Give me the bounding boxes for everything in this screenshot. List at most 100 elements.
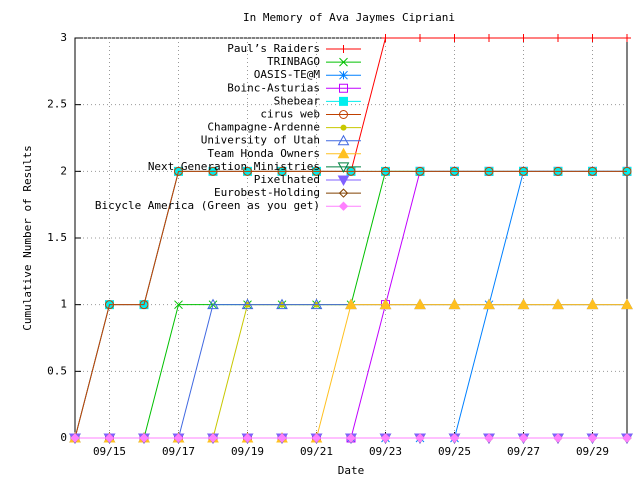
- point: [622, 166, 632, 176]
- legend-marker: [337, 147, 350, 159]
- point: [517, 298, 530, 310]
- point: [450, 34, 459, 42]
- point: [414, 298, 426, 310]
- point: [519, 34, 528, 42]
- point: [484, 166, 494, 176]
- point: [139, 300, 149, 310]
- legend-label: Bicycle America (Green as you get): [95, 199, 320, 212]
- y-tick-label: 0: [60, 431, 67, 444]
- legend-label: Champagne-Ardenne: [207, 121, 320, 134]
- point: [622, 433, 632, 443]
- point: [346, 433, 356, 443]
- point: [621, 298, 633, 310]
- x-tick-label: 09/23: [369, 445, 402, 458]
- point: [381, 166, 390, 176]
- point: [519, 166, 528, 176]
- y-tick-label: 1: [60, 298, 67, 311]
- legend-label: OASIS-TE@M: [254, 68, 321, 81]
- legend-marker: [339, 96, 348, 106]
- point: [588, 34, 597, 42]
- point: [586, 298, 599, 310]
- point: [484, 433, 494, 443]
- legend-marker: [340, 124, 347, 131]
- chart-title: In Memory of Ava Jaymes Cipriani: [243, 11, 455, 24]
- legend-marker: [338, 188, 349, 198]
- point: [105, 300, 114, 310]
- point: [449, 433, 460, 443]
- point: [139, 433, 149, 443]
- point: [243, 166, 252, 176]
- point: [483, 298, 495, 310]
- point: [241, 298, 254, 310]
- point: [310, 298, 323, 310]
- legend-marker: [339, 110, 348, 119]
- y-tick-label: 2: [60, 164, 67, 177]
- legend-marker: [339, 45, 348, 53]
- x-tick-label: 09/21: [300, 445, 333, 458]
- point: [174, 166, 183, 176]
- point: [379, 298, 392, 310]
- legend-label: cirus web: [260, 108, 320, 121]
- point: [415, 166, 425, 176]
- point: [587, 433, 598, 443]
- y-tick-label: 1.5: [47, 231, 67, 244]
- point: [415, 433, 425, 443]
- x-tick-label: 09/17: [162, 445, 195, 458]
- x-tick-label: 09/15: [93, 445, 126, 458]
- point: [553, 433, 563, 443]
- point: [277, 166, 287, 176]
- y-tick-label: 0.5: [47, 364, 67, 377]
- legend-label: Shebear: [274, 94, 321, 107]
- legend-marker: [337, 175, 350, 187]
- point: [312, 166, 321, 176]
- legend-label: Pixelhated: [254, 173, 320, 186]
- legend-label: Next Generation Ministries: [148, 160, 320, 173]
- point: [276, 298, 288, 310]
- point: [380, 433, 391, 443]
- point: [553, 166, 563, 176]
- point: [554, 34, 562, 42]
- legend-marker: [337, 162, 350, 173]
- legend-label: TRINBAGO: [267, 55, 320, 68]
- legend-marker: [339, 70, 348, 80]
- point: [448, 298, 461, 310]
- point: [277, 433, 287, 443]
- x-tick-label: 09/25: [438, 445, 471, 458]
- legend-label: Eurobest-Holding: [214, 186, 320, 199]
- point: [623, 34, 631, 42]
- point: [311, 433, 322, 443]
- legend-marker: [338, 201, 349, 211]
- legend-label: University of Utah: [201, 134, 320, 147]
- point: [588, 166, 597, 176]
- point: [70, 433, 80, 443]
- point: [416, 34, 424, 42]
- x-tick-label: 09/27: [507, 445, 540, 458]
- point: [552, 298, 564, 310]
- legend-label: Paul’s Raiders: [227, 42, 320, 55]
- point: [173, 433, 184, 443]
- legend-marker: [339, 57, 348, 67]
- point: [208, 166, 218, 176]
- series-line: [74, 170, 627, 439]
- legend-label: Team Honda Owners: [207, 147, 320, 160]
- x-tick-label: 09/19: [231, 445, 264, 458]
- point: [208, 433, 218, 443]
- y-axis-label: Cumulative Number of Results: [21, 145, 34, 330]
- point: [207, 298, 219, 310]
- x-tick-label: 09/29: [576, 445, 609, 458]
- point: [450, 166, 459, 176]
- x-axis-label: Date: [338, 464, 365, 477]
- point: [518, 433, 529, 443]
- point: [345, 298, 357, 310]
- point: [381, 34, 390, 42]
- legend-marker: [339, 83, 348, 93]
- y-tick-label: 3: [60, 31, 67, 44]
- point: [485, 34, 493, 42]
- legend-label: Boinc-Asturias: [227, 81, 320, 94]
- point: [242, 433, 253, 443]
- point: [104, 433, 115, 443]
- y-tick-label: 2.5: [47, 98, 67, 111]
- legend-marker: [337, 134, 350, 146]
- point: [174, 300, 183, 310]
